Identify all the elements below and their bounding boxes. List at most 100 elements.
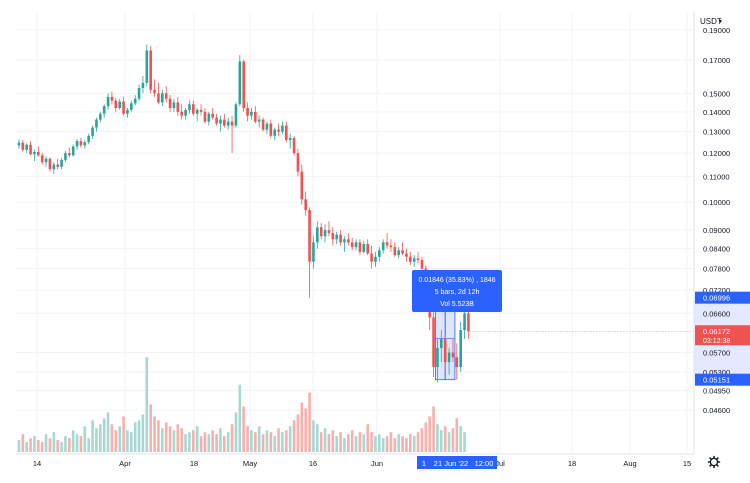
candle-body [265,123,269,130]
candle [83,140,87,149]
price-axis[interactable]: 0.19000 0.17000 0.15000 0.14000 0.13000 0.120… [703,26,730,415]
volume-bar [405,438,408,452]
candle [79,137,83,148]
price-tick-label: 0.15000 [703,89,730,98]
candle-body [393,247,397,256]
candle [300,164,304,205]
volume-bar [48,438,52,452]
candle [203,108,207,124]
price-tick-label: 0.11000 [703,172,730,181]
last-price-badge-bg [695,325,750,346]
volume-histogram [17,357,466,452]
candle-body [234,104,238,126]
volume-bar [56,440,59,452]
volume-bar [203,432,207,452]
candle-body [199,109,203,112]
price-tick-label: 0.07200 [703,286,730,295]
candle [145,44,149,87]
candle [188,100,191,114]
candle-body [133,98,137,104]
candle-body [246,108,249,116]
candle [296,148,300,177]
volume-bar [25,442,28,452]
price-axis-badges: 0.06996 0.05151 0.06172 03:12:38 [470,291,750,386]
volume-bar [424,422,428,452]
measure-low-badge-bg [695,373,750,386]
volume-bar [447,432,451,452]
candle [257,115,261,128]
candle [378,247,381,262]
volume-bar [122,416,125,452]
candle-body [440,338,443,348]
candle [343,236,346,252]
candle [319,222,323,240]
candle [161,89,164,107]
volume-bar [277,428,280,452]
candle [366,239,369,256]
candle [29,141,32,156]
candle-body [192,104,195,114]
candle [339,230,342,246]
volume-bar [451,428,455,452]
candle [362,240,366,254]
candle-body [122,101,125,114]
chart-settings-button[interactable] [707,455,721,469]
candle [164,86,168,103]
candle [292,135,296,156]
candle-body [281,125,284,132]
candle [451,338,455,363]
volume-bar [261,434,265,452]
candle [265,121,269,134]
candle [219,115,222,132]
volume-bar [273,436,276,452]
candle [56,158,59,170]
volume-bar [370,432,373,452]
candle-body [331,233,335,240]
candle-body [319,227,323,237]
candle-body [312,242,315,262]
volume-bar [99,424,102,452]
candle-body [157,93,160,103]
chart-pane[interactable] [16,12,694,454]
candle-body [257,119,261,122]
volume-bar [343,438,346,452]
time-tick-label: Jun [371,459,383,468]
candle [323,224,327,243]
candle [312,236,315,269]
candle [133,95,137,106]
candle-body [180,111,183,116]
candle-body [168,98,172,109]
time-axis[interactable]: 14 Apr 18 May 16 Jun Jul 18 Aug 15 1 21 Jun '22 12:0… [33,456,691,469]
currency-selector-button[interactable]: USDT ▾ [700,17,722,26]
price-tick-label: 0.10000 [703,198,730,207]
candle-body [300,171,304,200]
candle-body [409,256,412,262]
candle [397,247,400,259]
candle-body [226,121,230,126]
volume-bar [319,432,323,452]
candlestick-series [17,44,470,383]
candle [459,321,462,373]
candle [347,233,350,246]
candle-body [161,93,164,103]
volume-bar [242,406,245,452]
candle [223,113,226,128]
candle-body [99,113,102,120]
volume-bar [21,434,25,452]
price-tick-label: 0.07800 [703,265,730,274]
price-tick-label: 0.12000 [703,149,730,158]
volume-bar [199,436,203,452]
candle [405,248,408,262]
volume-bar [304,408,307,452]
volume-bar [126,430,129,452]
volume-bar [52,432,56,452]
candle-body [385,242,389,246]
measure-low-badge: 0.05151 [703,376,730,385]
candle [455,343,459,380]
candle-body [118,101,121,109]
price-tick-label: 0.05700 [703,349,730,358]
candle [130,100,133,112]
candle [192,100,195,116]
volume-bar [44,434,48,452]
